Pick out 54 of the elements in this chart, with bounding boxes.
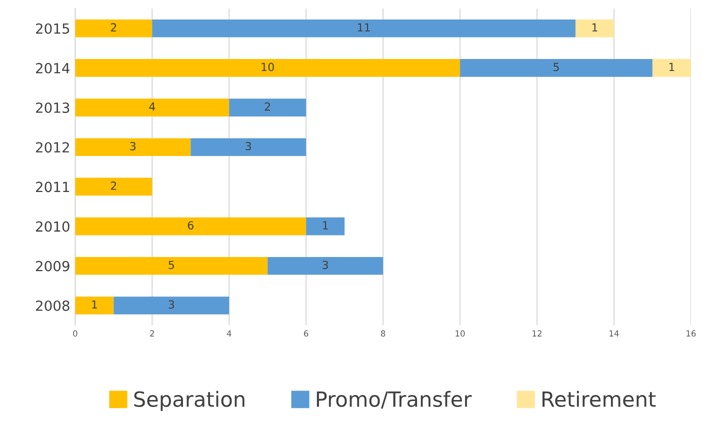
data-label: 5 xyxy=(554,62,559,72)
bar xyxy=(229,98,306,116)
x-tick-label: 4 xyxy=(226,330,232,336)
data-label: 6 xyxy=(188,221,194,230)
legend-label: Separation xyxy=(134,390,244,412)
data-label: 4 xyxy=(149,102,156,111)
data-label: 3 xyxy=(246,142,252,150)
y-tick-label: 2013 xyxy=(36,102,70,114)
bar xyxy=(75,138,191,156)
bar xyxy=(75,256,268,275)
data-label: 10 xyxy=(262,62,274,72)
x-tick-label: 0 xyxy=(73,330,78,337)
bar xyxy=(575,19,614,38)
y-tick-label: 2009 xyxy=(36,260,70,272)
bar xyxy=(75,59,460,77)
y-tick-label: 2014 xyxy=(36,62,70,74)
bar xyxy=(652,59,691,77)
bar xyxy=(268,256,384,275)
x-tick-label: 12 xyxy=(532,330,542,336)
y-tick-label: 2008 xyxy=(36,300,70,311)
legend-label: Retirement xyxy=(542,390,656,408)
x-tick-label: 6 xyxy=(304,330,308,337)
data-label: 5 xyxy=(168,260,174,270)
data-label: 3 xyxy=(168,300,174,309)
data-label: 1 xyxy=(323,221,328,230)
y-tick-label: 2012 xyxy=(36,142,69,153)
bar xyxy=(190,138,306,156)
data-label: 2 xyxy=(110,182,116,190)
data-label: 2 xyxy=(264,102,270,111)
bar xyxy=(75,98,230,116)
bar xyxy=(306,217,345,236)
bar xyxy=(75,19,152,38)
data-label: 1 xyxy=(92,300,97,309)
bar xyxy=(75,296,114,314)
data-label: 11 xyxy=(358,23,370,32)
bar xyxy=(75,217,306,236)
data-label: 1 xyxy=(592,23,598,32)
data-label: 2 xyxy=(110,23,116,32)
x-tick-label: 10 xyxy=(456,330,465,337)
x-tick-label: 2 xyxy=(150,330,154,336)
y-tick-label: 2011 xyxy=(36,182,70,192)
bar xyxy=(114,296,230,314)
bar xyxy=(460,59,652,77)
y-tick-label: 2010 xyxy=(36,221,70,232)
x-tick-label: 8 xyxy=(380,330,386,337)
x-tick-label: 16 xyxy=(686,330,696,337)
bar xyxy=(152,19,576,38)
data-label: 3 xyxy=(322,260,328,270)
bar xyxy=(75,178,152,196)
data-label: 3 xyxy=(130,142,136,150)
legend-label: Promo/Transfer xyxy=(316,390,472,409)
x-tick-label: 14 xyxy=(610,330,619,336)
y-tick-label: 2015 xyxy=(36,23,70,34)
data-label: 1 xyxy=(669,62,674,72)
